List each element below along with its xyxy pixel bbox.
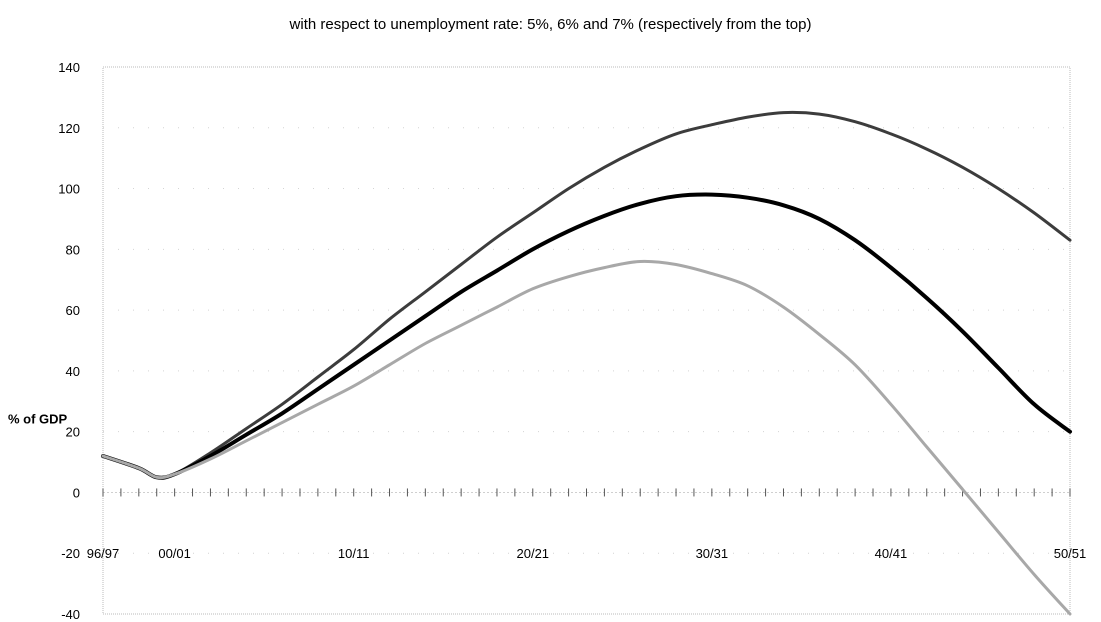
y-tick-label: 0 — [73, 485, 80, 500]
series-line-3 — [101, 259, 1072, 616]
y-tick-label: 40 — [66, 364, 80, 379]
series-line-2 — [101, 192, 1072, 480]
x-axis: 96/97 00/01 10/11 20/21 30/31 40/41 50/51 — [87, 488, 1087, 561]
y-tick-label: -20 — [61, 546, 80, 561]
y-tick-label: 100 — [58, 182, 80, 197]
x-tick-label: 20/21 — [517, 546, 550, 561]
y-tick-label: 20 — [66, 425, 80, 440]
y-tick-label: 120 — [58, 121, 80, 136]
plot-area — [102, 66, 1071, 615]
series-lines — [101, 110, 1072, 616]
x-tick-label: 96/97 — [87, 546, 120, 561]
y-axis-title: % of GDP — [8, 412, 68, 427]
y-tick-label: -40 — [61, 607, 80, 622]
x-tick-label: 10/11 — [338, 546, 370, 561]
series-line-1 — [101, 110, 1072, 480]
y-tick-label: 140 — [58, 60, 80, 75]
y-axis-ticks: -40 -20 0 20 40 60 80 100 120 140 — [58, 60, 80, 622]
x-tick-label: 50/51 — [1054, 546, 1087, 561]
x-tick-label: 30/31 — [696, 546, 729, 561]
chart-title: with respect to unemployment rate: 5%, 6… — [289, 16, 812, 33]
x-tick-label: 40/41 — [875, 546, 908, 561]
y-tick-label: 60 — [66, 303, 80, 318]
x-tick-label: 00/01 — [158, 546, 191, 561]
y-tick-label: 80 — [66, 242, 80, 257]
